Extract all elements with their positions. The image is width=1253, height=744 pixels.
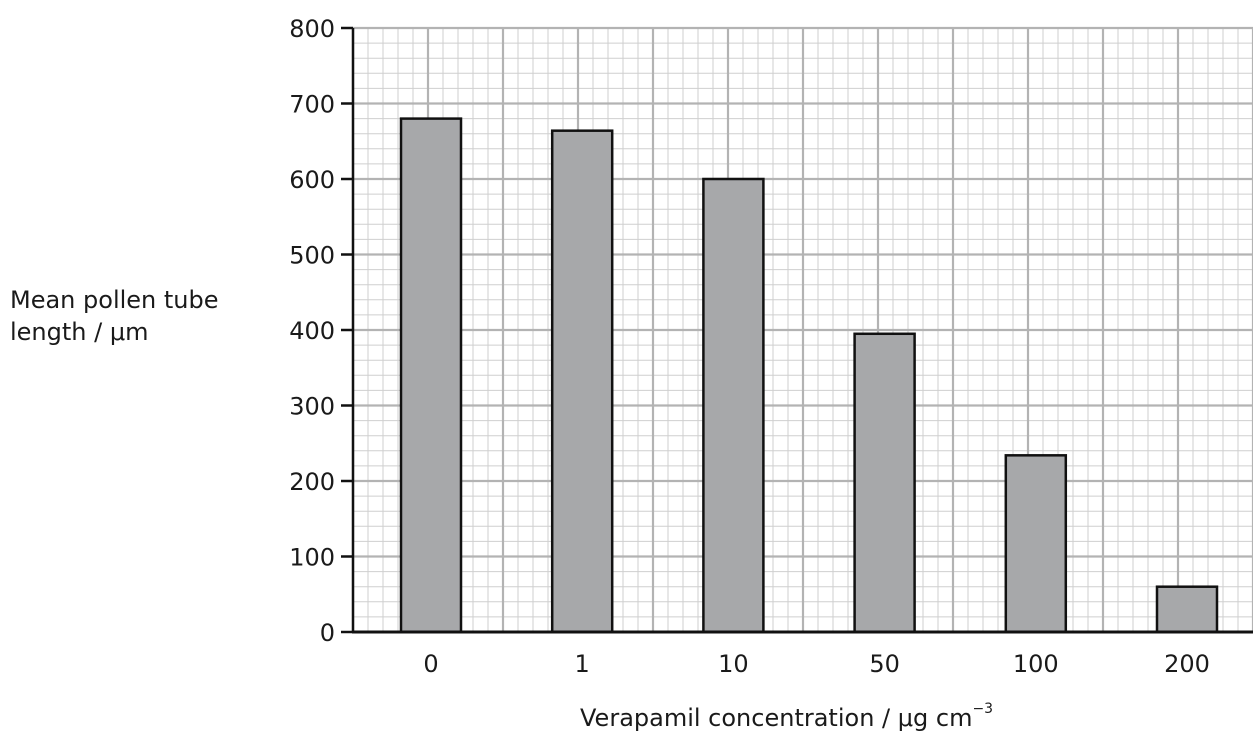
bar-100: [1004, 454, 1068, 634]
y-tick-label-400: 400: [289, 317, 335, 345]
y-tick-label-0: 0: [320, 619, 335, 647]
y-axis-label: Mean pollen tube length / μm: [10, 284, 219, 348]
bar-1: [550, 129, 614, 634]
y-tick-label-100: 100: [289, 544, 335, 572]
y-axis-label-line1: Mean pollen tube: [10, 286, 219, 314]
x-axis-label: Verapamil concentration / μg cm−3: [580, 701, 994, 732]
y-tick-label-300: 300: [289, 393, 335, 421]
x-tick-label-0: 0: [423, 650, 438, 678]
y-tick-label-500: 500: [289, 242, 335, 270]
y-tick-label-200: 200: [289, 468, 335, 496]
bar-0: [399, 117, 463, 634]
y-tick-label-700: 700: [289, 91, 335, 119]
x-tick-label-50: 50: [869, 650, 900, 678]
y-ticks: 0 100 200 300 400 500 600 700 800: [289, 15, 353, 647]
x-axis-label-exponent: −3: [972, 701, 994, 717]
x-axis-label-text: Verapamil concentration / μg cm: [580, 704, 973, 732]
x-tick-label-100: 100: [1013, 650, 1059, 678]
bar-200: [1155, 585, 1219, 634]
bars: [399, 117, 1219, 634]
bar-10: [702, 177, 765, 634]
x-tick-label-10: 10: [718, 650, 749, 678]
bar-50: [853, 332, 916, 634]
y-axis-label-line2: length / μm: [10, 318, 149, 346]
x-tick-label-1: 1: [575, 650, 590, 678]
x-tick-label-200: 200: [1164, 650, 1210, 678]
y-tick-label-800: 800: [289, 15, 335, 43]
y-tick-label-600: 600: [289, 166, 335, 194]
x-ticks: 0 1 10 50 100 200: [423, 650, 1210, 678]
